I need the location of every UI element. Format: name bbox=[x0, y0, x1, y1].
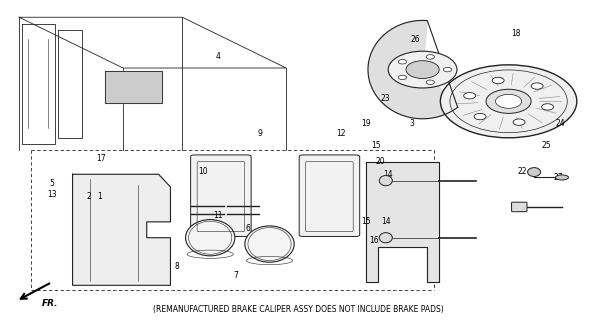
Text: 9: 9 bbox=[257, 129, 262, 138]
Circle shape bbox=[486, 89, 531, 113]
Text: 24: 24 bbox=[555, 119, 565, 128]
Circle shape bbox=[474, 113, 486, 120]
FancyBboxPatch shape bbox=[511, 202, 527, 212]
Circle shape bbox=[388, 51, 457, 88]
Text: 17: 17 bbox=[96, 154, 106, 163]
Circle shape bbox=[426, 55, 434, 59]
Circle shape bbox=[513, 119, 525, 125]
Ellipse shape bbox=[185, 220, 235, 256]
Text: 14: 14 bbox=[381, 217, 390, 226]
Text: 22: 22 bbox=[517, 167, 527, 176]
Circle shape bbox=[443, 68, 452, 72]
Text: 23: 23 bbox=[381, 94, 390, 103]
Circle shape bbox=[398, 60, 406, 64]
Text: FR.: FR. bbox=[42, 299, 58, 308]
Text: 26: 26 bbox=[411, 35, 420, 44]
Circle shape bbox=[426, 80, 434, 84]
Circle shape bbox=[464, 92, 476, 99]
Circle shape bbox=[531, 83, 543, 89]
Text: 25: 25 bbox=[541, 141, 551, 150]
Circle shape bbox=[542, 104, 554, 110]
Ellipse shape bbox=[555, 175, 569, 180]
Text: 14: 14 bbox=[383, 170, 393, 179]
Text: 20: 20 bbox=[375, 157, 384, 166]
Text: 16: 16 bbox=[369, 236, 378, 245]
Text: 15: 15 bbox=[361, 217, 371, 226]
Polygon shape bbox=[105, 71, 162, 103]
Polygon shape bbox=[366, 162, 439, 282]
Text: 8: 8 bbox=[174, 262, 179, 271]
Text: 21: 21 bbox=[517, 205, 527, 214]
Text: 12: 12 bbox=[336, 129, 346, 138]
Text: 2: 2 bbox=[87, 192, 92, 201]
Text: 13: 13 bbox=[47, 190, 57, 199]
Text: 18: 18 bbox=[511, 28, 521, 38]
Ellipse shape bbox=[379, 233, 392, 243]
Ellipse shape bbox=[379, 176, 392, 186]
Ellipse shape bbox=[527, 168, 541, 177]
Circle shape bbox=[398, 75, 406, 80]
Text: 7: 7 bbox=[233, 271, 238, 280]
Circle shape bbox=[440, 65, 577, 138]
Ellipse shape bbox=[245, 226, 294, 262]
Text: (REMANUFACTURED BRAKE CALIPER ASSY DOES NOT INCLUDE BRAKE PADS): (REMANUFACTURED BRAKE CALIPER ASSY DOES … bbox=[153, 305, 443, 314]
FancyBboxPatch shape bbox=[299, 155, 360, 236]
FancyBboxPatch shape bbox=[191, 155, 251, 236]
Text: 11: 11 bbox=[213, 211, 223, 220]
Text: 27: 27 bbox=[553, 173, 563, 182]
Text: 1: 1 bbox=[97, 192, 102, 201]
Text: 5: 5 bbox=[49, 179, 54, 188]
Text: 6: 6 bbox=[245, 224, 250, 233]
Circle shape bbox=[406, 61, 439, 78]
Polygon shape bbox=[368, 20, 458, 119]
Text: 19: 19 bbox=[361, 119, 371, 128]
Text: 3: 3 bbox=[409, 119, 414, 128]
Text: 10: 10 bbox=[198, 167, 208, 176]
Text: 15: 15 bbox=[371, 141, 381, 150]
Text: 4: 4 bbox=[216, 52, 221, 61]
Circle shape bbox=[495, 94, 522, 108]
Polygon shape bbox=[73, 174, 170, 285]
Circle shape bbox=[492, 77, 504, 84]
